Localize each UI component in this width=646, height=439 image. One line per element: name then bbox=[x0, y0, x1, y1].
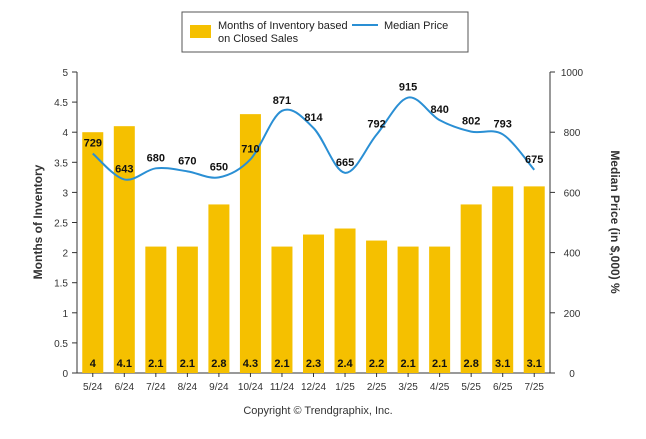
x-tick-label: 5/24 bbox=[83, 382, 103, 393]
x-tick-label: 6/24 bbox=[115, 382, 135, 393]
right-axis-ticks: 0 200 400 600 800 1000 bbox=[550, 68, 584, 380]
inventory-bar bbox=[429, 246, 451, 373]
x-tick-label: 8/24 bbox=[178, 382, 198, 393]
y-axis-left-title: Months of Inventory bbox=[31, 164, 45, 279]
left-tick-label: 2 bbox=[62, 249, 68, 260]
median-price-line bbox=[92, 96, 535, 181]
right-tick-label: 200 bbox=[564, 309, 581, 320]
bar-series bbox=[82, 114, 545, 374]
median-price-label: 792 bbox=[367, 119, 385, 131]
inventory-bar-label: 2.8 bbox=[464, 358, 479, 370]
inventory-bar-label: 4.3 bbox=[243, 358, 258, 370]
left-tick-label: 4 bbox=[62, 128, 68, 139]
left-tick-label: 5 bbox=[62, 68, 68, 79]
inventory-bar bbox=[492, 186, 514, 373]
left-axis-ticks: 0 0.5 1 1.5 2 2.5 3 3.5 4 4.5 5 bbox=[54, 68, 77, 380]
inventory-bar-label: 4 bbox=[90, 358, 97, 370]
left-tick-label: 0.5 bbox=[54, 339, 68, 350]
right-tick-label: 1000 bbox=[561, 68, 584, 79]
x-tick-label: 3/25 bbox=[398, 382, 418, 393]
inventory-bar-label: 2.1 bbox=[274, 358, 289, 370]
inventory-bar-label: 2.8 bbox=[211, 358, 226, 370]
inventory-bar-label: 2.1 bbox=[148, 358, 163, 370]
inventory-bar bbox=[366, 240, 388, 373]
right-tick-label: 0 bbox=[569, 369, 575, 380]
legend-swatch-inventory bbox=[190, 25, 211, 38]
legend: Months of Inventory based on Closed Sale… bbox=[181, 11, 469, 53]
median-price-label: 670 bbox=[178, 155, 196, 167]
left-tick-label: 1.5 bbox=[54, 279, 68, 290]
median-price-label: 802 bbox=[462, 116, 480, 128]
inventory-bar-label: 2.1 bbox=[432, 358, 447, 370]
legend-label-median-price: Median Price bbox=[384, 20, 448, 32]
line-data-labels: 729 643 680 670 650 710 871 814 665 792 915 840 802 7… bbox=[84, 82, 544, 176]
inventory-bar-label: 2.1 bbox=[180, 358, 195, 370]
legend-label-inventory-line2: on Closed Sales bbox=[218, 33, 299, 45]
median-price-label: 871 bbox=[273, 95, 291, 107]
inventory-bar bbox=[113, 126, 135, 374]
inventory-bar bbox=[397, 246, 419, 373]
inventory-bar bbox=[145, 246, 167, 373]
inventory-bar-label: 2.3 bbox=[306, 358, 321, 370]
copyright-text: Copyright © Trendgraphix, Inc. bbox=[243, 405, 392, 417]
x-tick-label: 7/25 bbox=[524, 382, 544, 393]
x-tick-label: 12/24 bbox=[301, 382, 326, 393]
median-price-label: 915 bbox=[399, 82, 417, 94]
x-tick-label: 11/24 bbox=[270, 382, 295, 393]
inventory-bar bbox=[303, 234, 324, 373]
median-price-label: 680 bbox=[147, 152, 165, 164]
x-tick-label: 9/24 bbox=[209, 382, 229, 393]
right-tick-label: 600 bbox=[564, 188, 581, 199]
inventory-bar-label: 3.1 bbox=[495, 358, 510, 370]
inventory-bar bbox=[334, 228, 356, 373]
legend-box bbox=[181, 11, 469, 53]
line-series bbox=[92, 96, 535, 181]
median-price-label: 729 bbox=[84, 138, 102, 150]
inventory-bar bbox=[523, 186, 545, 373]
inventory-bar bbox=[82, 132, 104, 373]
x-tick-label: 2/25 bbox=[367, 382, 387, 393]
x-tick-label: 6/25 bbox=[493, 382, 513, 393]
median-price-label: 710 bbox=[241, 143, 259, 155]
median-price-label: 675 bbox=[525, 154, 543, 166]
inventory-bar-label: 3.1 bbox=[527, 358, 542, 370]
bar-data-labels: 4 4.1 2.1 2.1 2.8 4.3 2.1 2.3 2.4 2.2 2.1 2.1 2.8 3.1… bbox=[90, 358, 542, 370]
left-tick-label: 3 bbox=[62, 188, 68, 199]
median-price-label: 643 bbox=[115, 163, 133, 175]
legend-label-inventory-line1: Months of Inventory based bbox=[218, 20, 348, 32]
x-tick-label: 4/25 bbox=[430, 382, 450, 393]
inventory-bar-label: 2.1 bbox=[400, 358, 415, 370]
inventory-bar bbox=[208, 204, 230, 373]
left-tick-label: 2.5 bbox=[54, 219, 68, 230]
inventory-bar bbox=[176, 246, 198, 373]
inventory-bar bbox=[271, 246, 293, 373]
right-tick-label: 400 bbox=[564, 249, 581, 260]
inventory-bar-label: 2.2 bbox=[369, 358, 384, 370]
median-price-label: 650 bbox=[210, 161, 228, 173]
x-tick-label: 5/25 bbox=[461, 382, 481, 393]
median-price-label: 665 bbox=[336, 157, 354, 169]
x-tick-label: 1/25 bbox=[335, 382, 355, 393]
left-tick-label: 4.5 bbox=[54, 98, 68, 109]
inventory-bar-label: 2.4 bbox=[337, 358, 353, 370]
left-tick-label: 1 bbox=[62, 309, 68, 320]
inventory-bar bbox=[239, 114, 261, 373]
x-axis-ticks: 5/24 6/24 7/24 8/24 9/24 10/24 11/24 12/24 1/25 2… bbox=[83, 373, 544, 393]
inventory-bar-label: 4.1 bbox=[117, 358, 132, 370]
x-tick-label: 10/24 bbox=[238, 382, 263, 393]
y-axis-right-title: Median Price (in $,000) % bbox=[608, 150, 622, 294]
median-price-label: 814 bbox=[304, 112, 323, 124]
x-tick-label: 7/24 bbox=[146, 382, 166, 393]
left-tick-label: 0 bbox=[62, 369, 68, 380]
median-price-label: 793 bbox=[494, 118, 512, 130]
right-tick-label: 800 bbox=[564, 128, 581, 139]
left-tick-label: 3.5 bbox=[54, 158, 68, 169]
inventory-bar bbox=[460, 204, 482, 373]
median-price-label: 840 bbox=[430, 104, 448, 116]
